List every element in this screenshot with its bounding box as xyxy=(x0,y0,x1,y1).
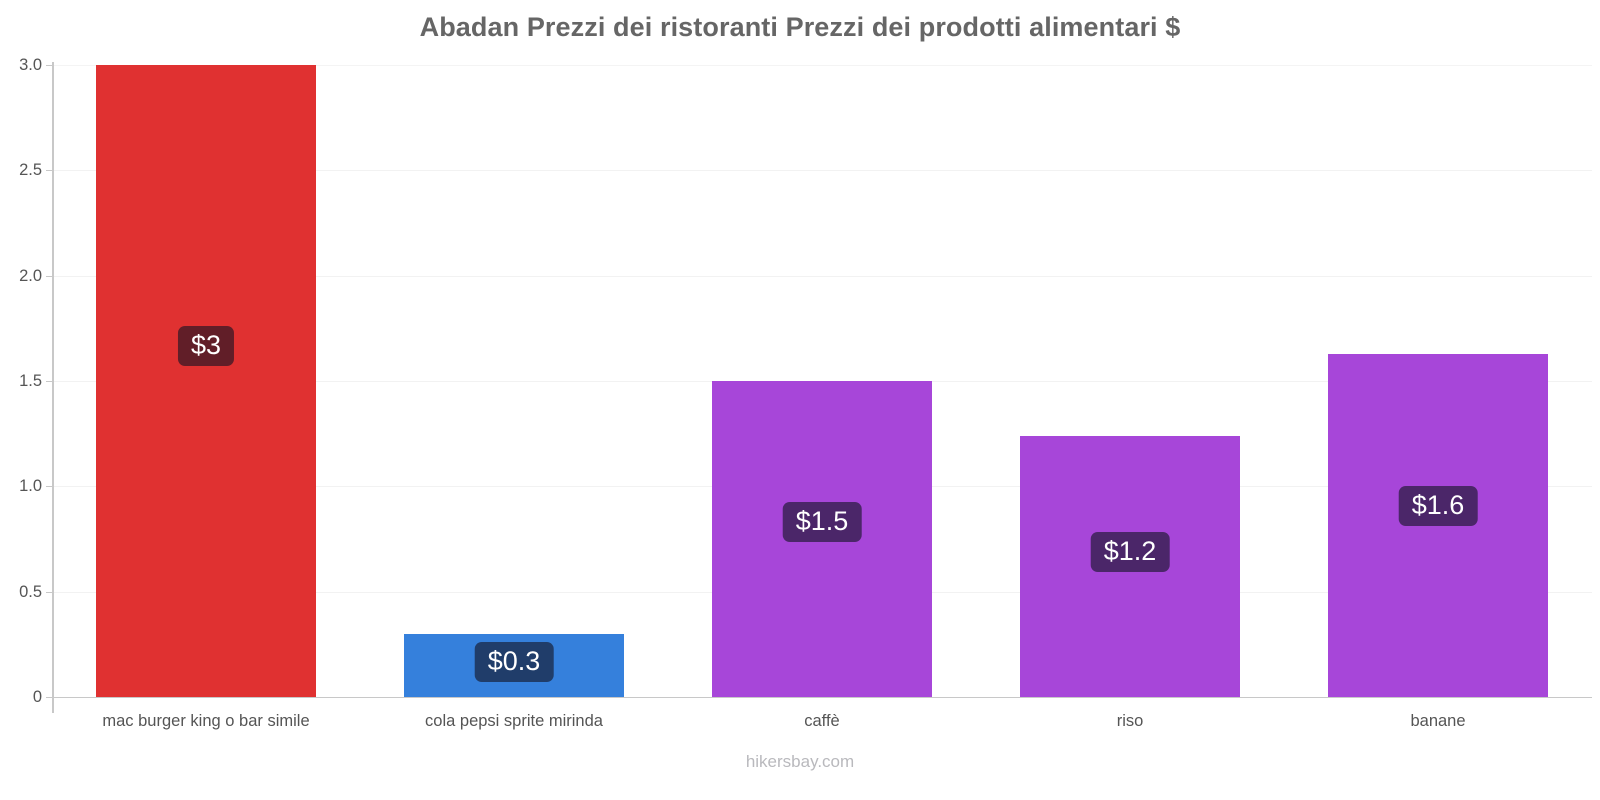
chart-title: Abadan Prezzi dei ristoranti Prezzi dei … xyxy=(419,12,1181,42)
x-tick-label: banane xyxy=(1410,712,1466,730)
x-tick-label: cola pepsi sprite mirinda xyxy=(425,712,603,730)
x-tick-label: caffè xyxy=(804,712,840,730)
bar-value-label: $1.6 xyxy=(1398,486,1478,527)
y-tick-label: 2.5 xyxy=(19,161,42,180)
y-tick-label: 1.0 xyxy=(19,477,42,496)
bar[interactable] xyxy=(95,65,317,697)
x-axis-line xyxy=(52,697,1592,698)
y-axis-line xyxy=(52,62,54,713)
footer-credit: hikersbay.com xyxy=(745,752,855,771)
bar-value-label: $1.5 xyxy=(782,501,862,542)
y-tick-label: 3.0 xyxy=(19,56,42,74)
y-tick-mark xyxy=(46,276,53,277)
y-tick-label: 0.5 xyxy=(19,582,42,601)
x-tick-label: riso xyxy=(1116,712,1144,730)
y-tick-mark xyxy=(46,697,53,698)
y-tick-label: 0 xyxy=(32,688,42,706)
gridline xyxy=(52,65,1592,66)
y-tick-label: 2.0 xyxy=(19,266,42,285)
y-tick-mark xyxy=(46,486,53,487)
gridline xyxy=(52,170,1592,171)
gridline xyxy=(52,276,1592,277)
y-tick-mark xyxy=(46,65,53,66)
y-tick-label: 1.5 xyxy=(19,372,42,390)
y-tick-mark xyxy=(46,381,53,382)
y-tick-mark xyxy=(46,170,53,171)
bar-value-label: $1.2 xyxy=(1090,532,1170,573)
y-tick-mark xyxy=(46,592,53,593)
bar-value-label: $3 xyxy=(177,326,235,367)
bar-value-label: $0.3 xyxy=(474,641,554,682)
plot-area xyxy=(52,65,1592,697)
x-tick-label: mac burger king o bar simile xyxy=(102,712,310,730)
